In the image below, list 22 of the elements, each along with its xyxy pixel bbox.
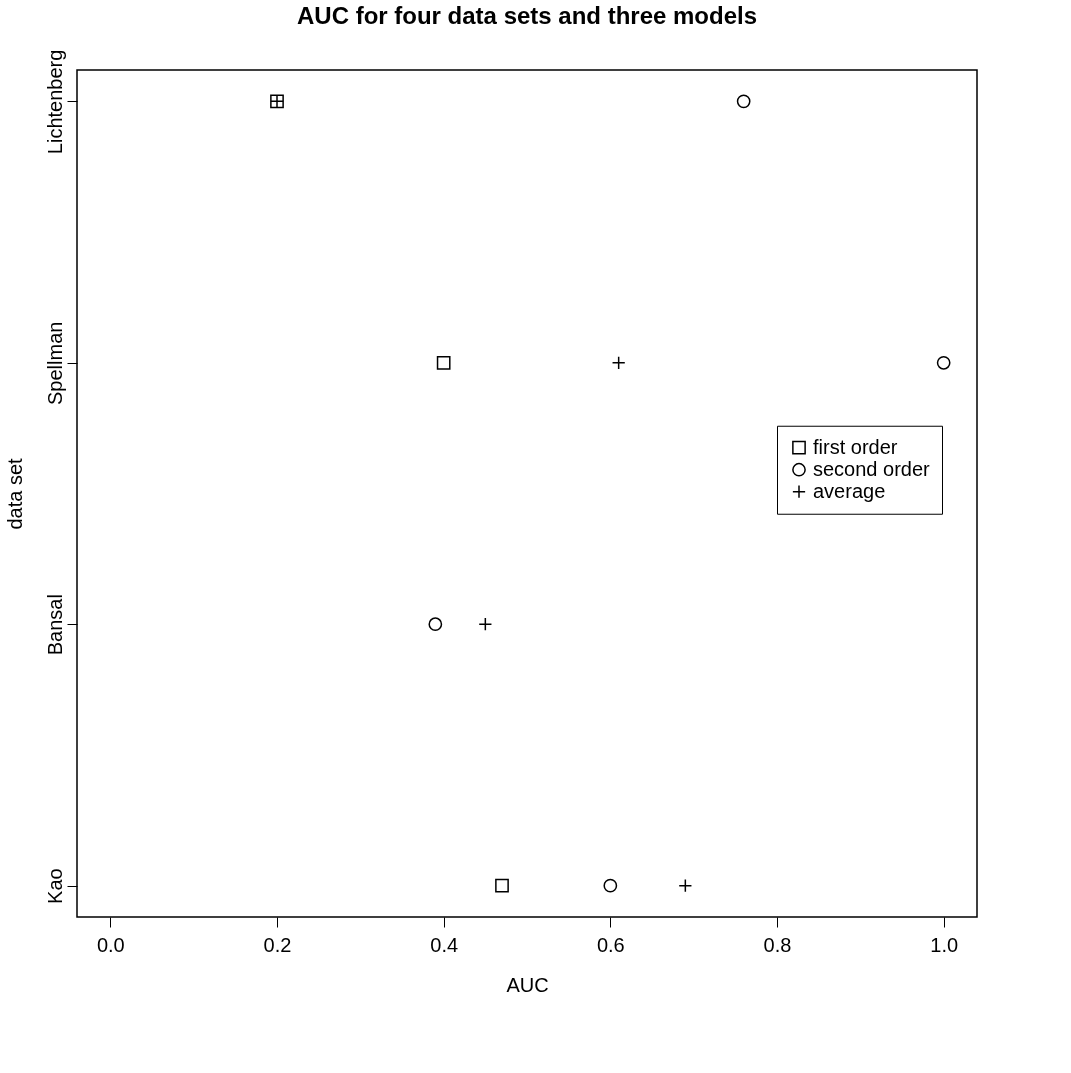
- x-tick-label: 0.6: [596, 933, 625, 956]
- x-tick-label: 0.0: [96, 933, 125, 956]
- x-tick-label: 0.4: [430, 933, 459, 956]
- legend-label: second order: [813, 457, 931, 480]
- legend-label: first order: [813, 435, 898, 458]
- point: [736, 94, 751, 109]
- point: [495, 878, 509, 893]
- legend-label: average: [813, 479, 886, 502]
- y-axis-title: data set: [3, 457, 26, 530]
- point: [436, 355, 451, 370]
- point: [936, 355, 951, 370]
- y-tick-label: Spellman: [43, 321, 66, 405]
- y-tick-label: Kao: [43, 868, 66, 904]
- point: [428, 617, 443, 632]
- chart-title: AUC for four data sets and three models: [296, 2, 758, 30]
- y-tick-label: Bansal: [43, 594, 66, 656]
- point: [603, 878, 618, 893]
- x-tick-label: 1.0: [930, 933, 959, 956]
- x-tick-label: 0.2: [263, 933, 292, 956]
- y-tick-label: Lichtenberg: [43, 49, 66, 155]
- x-axis-title: AUC: [506, 973, 549, 996]
- x-tick-label: 0.8: [763, 933, 792, 956]
